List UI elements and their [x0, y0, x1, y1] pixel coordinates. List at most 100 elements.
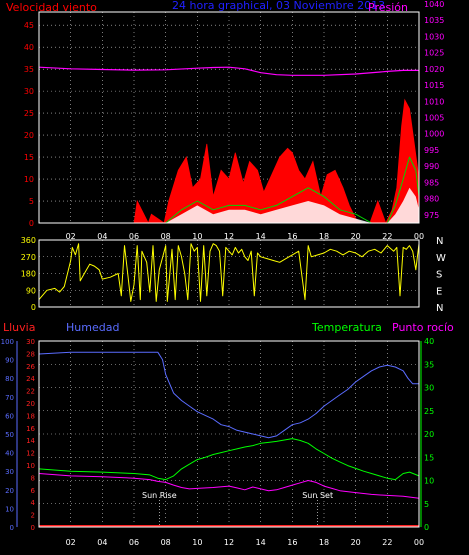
rain-tick: 26: [26, 363, 35, 371]
rain-tick: 14: [26, 437, 35, 445]
time-tick: 06: [129, 232, 139, 241]
rain-tick: 18: [26, 412, 35, 420]
time-tick: 02: [66, 232, 76, 241]
direction-line: [38, 243, 420, 302]
time-tick: 06: [129, 538, 139, 547]
direction-panel-frame: [38, 239, 420, 308]
time-tick: 10: [192, 538, 202, 547]
time-tick: 22: [382, 232, 392, 241]
rain-tick: 4: [31, 499, 36, 507]
time-tick: 04: [97, 232, 107, 241]
wind-panel-frame: [38, 11, 420, 224]
humidity-tick: 20: [5, 487, 14, 495]
wind-panel-grid: [39, 12, 419, 223]
wind-speed-tick: 30: [24, 87, 34, 96]
time-tick: 18: [319, 538, 329, 547]
climate-panel-marks: Sun Rise Sun Set: [38, 351, 420, 527]
pressure-tick: 1030: [424, 32, 444, 41]
time-tick: 18: [319, 232, 329, 241]
pressure-axis: 975 980 985 990 995 1000 1005 1010 1015 1020 1025 1…: [424, 0, 444, 220]
wind-speed-axis: 0 5 10 15 20 25 30 35 40 45: [24, 21, 34, 228]
humidity-tick: 30: [5, 468, 14, 476]
rain-tick: 12: [26, 450, 35, 458]
pressure-tick: 985: [424, 178, 439, 187]
pressure-label: Presión: [368, 1, 408, 14]
wind-avg-area: [39, 187, 419, 223]
wind-speed-tick: 20: [24, 131, 34, 140]
direction-panel-grid: [39, 240, 419, 307]
climate-axes: 0102030405060708090100024681012141618202…: [1, 337, 435, 532]
time-tick: 20: [351, 538, 361, 547]
compass-letter: E: [436, 286, 442, 297]
temperature-tick: 40: [424, 337, 434, 346]
direction-tick: 180: [21, 270, 36, 279]
temperature-tick: 10: [424, 477, 434, 486]
time-tick: 08: [161, 538, 171, 547]
rain-tick: 24: [26, 375, 35, 383]
rain-tick: 20: [26, 400, 35, 408]
rain-tick: 10: [26, 462, 35, 470]
pressure-tick: 975: [424, 211, 439, 220]
time-tick: 00: [414, 232, 424, 241]
direction-tick: 0: [31, 303, 36, 312]
temperature-tick: 5: [424, 500, 429, 509]
rain-label: Lluvia: [3, 321, 35, 334]
humidity-tick: 60: [5, 412, 14, 420]
direction-axis: 0 90 180 270 360: [21, 236, 36, 312]
rain-tick: 8: [31, 474, 35, 482]
wind-speed-label: Velocidad viento: [6, 1, 97, 14]
compass-letter: N: [436, 303, 443, 314]
pressure-line: [38, 66, 419, 76]
wind-max-area: [39, 98, 420, 225]
time-tick: 00: [414, 538, 424, 547]
wind-speed-tick: 45: [24, 21, 34, 30]
rain-tick: 22: [26, 388, 35, 396]
temperature-tick: 15: [424, 453, 434, 462]
temperature-tick: 0: [424, 523, 429, 532]
compass-letter: W: [436, 253, 446, 264]
wind-speed-tick: 5: [29, 197, 34, 206]
wind-speed-tick: 0: [29, 219, 34, 228]
pressure-tick: 995: [424, 146, 439, 155]
time-tick: 12: [224, 538, 234, 547]
time-axis-top: 02 04 06 08 10 12 14 16 18 20 22 00: [66, 232, 425, 241]
pressure-tick: 1040: [424, 0, 444, 9]
humidity-tick: 40: [5, 450, 14, 458]
humidity-tick: 0: [10, 524, 14, 532]
climate-panel-grid: [39, 341, 419, 527]
humidity-line: [38, 351, 419, 439]
pressure-tick: 1020: [424, 65, 444, 74]
sun-set-text: Sun Set: [302, 491, 333, 500]
chart-title: 24 hora graphical, 03 Noviembre 2013: [172, 0, 385, 12]
compass-letter: S: [436, 270, 442, 281]
time-tick: 08: [161, 232, 171, 241]
dewpoint-label: Punto rocío: [392, 321, 454, 334]
rain-tick: 6: [31, 487, 36, 495]
temperature-tick: 20: [424, 430, 434, 439]
wind-speed-tick: 10: [24, 175, 34, 184]
time-tick: 16: [287, 538, 297, 547]
time-tick: 22: [382, 538, 392, 547]
rain-tick: 30: [26, 338, 35, 346]
time-tick: 14: [256, 538, 266, 547]
rain-tick: 16: [26, 425, 35, 433]
time-tick: 16: [287, 232, 297, 241]
pressure-tick: 990: [424, 162, 439, 171]
sun-rise-text: Sun Rise: [142, 491, 177, 500]
humidity-tick: 100: [1, 338, 14, 346]
time-tick: 10: [192, 232, 202, 241]
rain-tick: 0: [31, 524, 35, 532]
humidity-tick: 80: [5, 375, 14, 383]
time-tick: 04: [97, 538, 107, 547]
humidity-tick: 10: [5, 505, 14, 513]
humidity-tick: 90: [5, 357, 14, 365]
time-tick: 02: [66, 538, 76, 547]
temperature-tick: 30: [424, 384, 434, 393]
pressure-tick: 1010: [424, 97, 444, 106]
pressure-tick: 980: [424, 195, 439, 204]
time-tick: 20: [351, 232, 361, 241]
compass-letter: N: [436, 236, 443, 247]
temperature-label: Temperatura: [311, 321, 382, 334]
